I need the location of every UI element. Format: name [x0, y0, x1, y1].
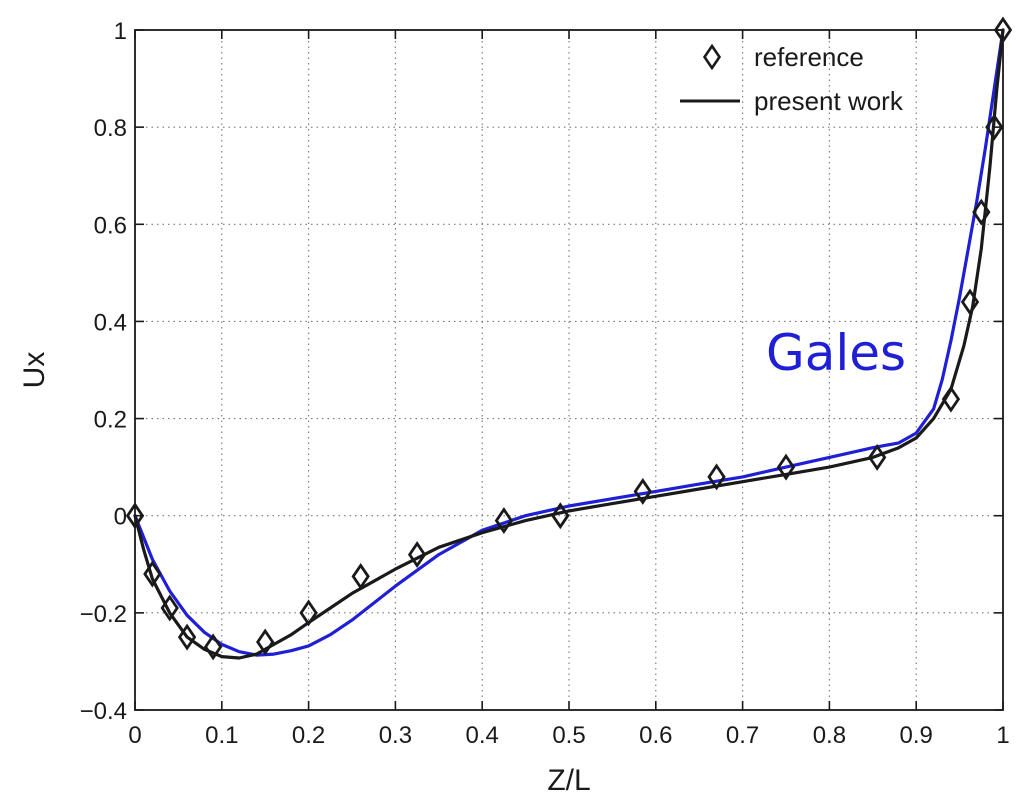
data-point-diamond	[256, 628, 275, 656]
y-tick-label: 0	[114, 504, 127, 531]
data-point-diamond	[407, 541, 427, 569]
y-tick-label: 0.2	[94, 407, 127, 434]
legend: reference present work	[680, 42, 904, 116]
data-point-diamond	[299, 599, 318, 627]
grid	[135, 30, 1003, 710]
data-point-diamond	[941, 385, 961, 413]
data-point-diamond	[551, 502, 570, 530]
data-point-diamond	[203, 633, 223, 661]
x-axis-tick-labels: 0 0.1 0.2 0.3 0.4 0.5 0.6 0.7 0.8 0.9 1	[128, 722, 1009, 749]
x-tick-label: 0.8	[813, 722, 846, 749]
data-point-diamond	[143, 560, 162, 588]
data-point-diamond	[707, 463, 726, 491]
x-tick-label: 0.6	[639, 722, 672, 749]
data-point-diamond	[125, 502, 145, 530]
data-point-diamond	[177, 623, 197, 651]
tick-marks	[134, 29, 1004, 711]
series-line-gales	[133, 28, 1005, 657]
x-tick-label: 0.2	[292, 722, 325, 749]
series-markers-reference	[125, 16, 1013, 661]
x-tick-label: 1	[996, 722, 1009, 749]
data-point-diamond	[960, 288, 980, 316]
x-tick-label: 0	[128, 722, 141, 749]
x-tick-label: 0.7	[726, 722, 759, 749]
y-tick-label: 0.4	[94, 309, 127, 336]
gales-annotation: Gales	[766, 324, 906, 382]
x-tick-label: 0.9	[900, 722, 933, 749]
series	[125, 16, 1013, 661]
data-point-diamond	[351, 562, 370, 590]
data-point-diamond	[867, 443, 887, 471]
data-point-diamond	[776, 453, 796, 481]
y-tick-label: 0.6	[94, 212, 127, 239]
data-point-diamond	[993, 16, 1013, 44]
data-point-diamond	[633, 477, 652, 505]
legend-label-present-work: present work	[754, 86, 904, 116]
x-tick-label: 0.4	[466, 722, 499, 749]
x-tick-label: 0.5	[552, 722, 585, 749]
x-axis-label: Z/L	[547, 764, 590, 797]
y-axis-label: Ux	[18, 352, 51, 389]
x-tick-label: 0.3	[379, 722, 412, 749]
y-axis-tick-labels: −0.4 −0.2 0 0.2 0.4 0.6 0.8 1	[80, 18, 127, 725]
legend-diamond-marker	[702, 43, 722, 71]
data-point-diamond	[160, 594, 179, 622]
data-point-diamond	[494, 507, 514, 535]
y-tick-label: −0.2	[80, 601, 127, 628]
y-tick-label: 0.8	[94, 115, 127, 142]
legend-label-reference: reference	[754, 42, 864, 72]
data-point-diamond	[972, 198, 991, 226]
data-point-diamond	[985, 113, 1004, 141]
y-tick-label: −0.4	[80, 698, 127, 725]
y-tick-label: 1	[114, 18, 127, 45]
x-tick-label: 0.1	[205, 722, 238, 749]
